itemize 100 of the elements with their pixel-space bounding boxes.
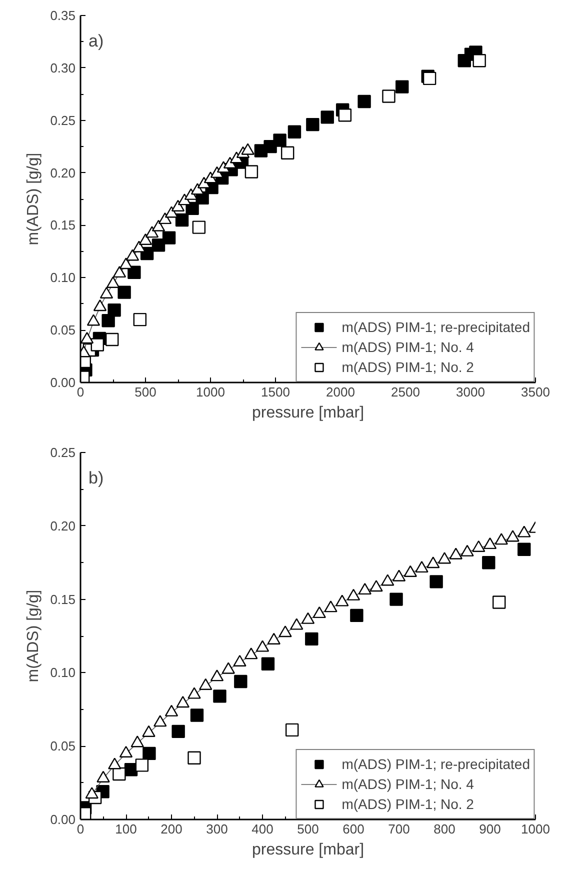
point — [145, 226, 159, 238]
x-tick-label: 100 — [115, 822, 137, 836]
point — [472, 540, 486, 552]
point — [223, 156, 237, 168]
point — [152, 220, 166, 232]
point — [85, 787, 98, 799]
x-tick-label: 3000 — [456, 384, 485, 400]
x-tick-label: 2000 — [326, 384, 355, 400]
point — [119, 746, 133, 758]
point — [273, 134, 286, 147]
legend-label: m(ADS) PIM-1; re-precipitated — [342, 756, 530, 772]
x-tick-label: 800 — [434, 822, 456, 836]
point — [392, 570, 406, 582]
point — [222, 662, 235, 674]
point — [138, 233, 152, 246]
y-tick-label: 0.20 — [50, 518, 76, 534]
point — [172, 724, 185, 738]
point — [415, 560, 428, 573]
point — [370, 580, 383, 592]
point — [199, 678, 212, 690]
point — [301, 612, 315, 624]
point — [197, 176, 211, 188]
legend-label: m(ADS) PIM-1; No. 4 — [342, 339, 474, 355]
point — [305, 632, 318, 646]
point — [190, 708, 204, 722]
point — [184, 188, 198, 200]
y-tick-label: 0.25 — [50, 445, 76, 460]
y-tick-label: 0.20 — [50, 165, 76, 180]
point — [90, 338, 104, 352]
point — [86, 314, 100, 326]
y-tick-label: 0.05 — [50, 738, 76, 754]
point — [288, 125, 302, 138]
y-tick-label: 0.10 — [50, 270, 76, 286]
point — [312, 606, 326, 618]
point — [108, 304, 121, 317]
y-tick-label: 0.25 — [50, 112, 76, 128]
point — [210, 670, 224, 682]
point — [449, 548, 462, 560]
x-tick-label: 300 — [206, 822, 228, 836]
point — [119, 258, 133, 270]
point — [494, 533, 508, 545]
point — [233, 654, 246, 666]
y-tick-label: 0.30 — [50, 60, 76, 76]
point — [154, 715, 167, 727]
point — [346, 588, 360, 600]
point — [381, 574, 394, 586]
point — [96, 770, 110, 782]
y-tick-label: 0.15 — [50, 592, 76, 607]
point — [190, 183, 204, 195]
legend-label: m(ADS) PIM-1; re-precipitated — [342, 319, 530, 335]
point — [396, 80, 409, 94]
x-tick-label: 400 — [252, 822, 274, 836]
point — [213, 690, 226, 703]
point — [306, 118, 320, 132]
x-tick-label: 0 — [76, 822, 84, 836]
legend-label: m(ADS) PIM-1; No. 4 — [342, 776, 474, 792]
point — [244, 648, 258, 660]
x-tick-label: 2500 — [391, 384, 420, 400]
point — [171, 200, 185, 212]
x-tick-label: 1000 — [521, 822, 550, 836]
point — [128, 266, 141, 279]
point — [324, 600, 338, 612]
point — [162, 231, 176, 244]
point — [126, 249, 140, 261]
y-tick-label: 0.15 — [50, 218, 76, 233]
x-tick-label: 200 — [160, 822, 182, 836]
y-axis-title: m(ADS) [g/g] — [25, 590, 42, 682]
annotation: b) — [88, 468, 104, 488]
point — [188, 687, 201, 699]
point — [102, 314, 115, 328]
y-tick-label: 0.05 — [50, 322, 76, 338]
y-tick-label: 0.10 — [50, 665, 76, 680]
point — [338, 108, 352, 122]
point — [483, 537, 497, 550]
x-tick-label: 600 — [342, 822, 364, 836]
point — [438, 552, 452, 564]
point — [210, 166, 224, 178]
x-tick-label: 500 — [134, 384, 156, 400]
x-tick-label: 500 — [297, 822, 319, 836]
point — [404, 565, 417, 577]
point — [142, 725, 156, 737]
y-tick-label: 0.00 — [50, 375, 76, 390]
x-axis-title: pressure [mbar] — [252, 842, 364, 858]
point — [142, 746, 156, 760]
point — [164, 704, 178, 716]
x-tick-label: 1500 — [261, 384, 290, 400]
point — [106, 276, 120, 288]
point — [278, 626, 292, 638]
point — [256, 640, 270, 652]
y-tick-label: 0.35 — [50, 8, 76, 23]
point — [320, 110, 334, 124]
x-tick-label: 900 — [479, 822, 501, 836]
annotation: a) — [88, 32, 104, 50]
point — [422, 72, 436, 86]
point — [241, 143, 254, 155]
point — [175, 213, 189, 227]
point — [234, 674, 248, 688]
point — [132, 240, 146, 252]
point — [80, 332, 94, 344]
point — [158, 212, 172, 224]
